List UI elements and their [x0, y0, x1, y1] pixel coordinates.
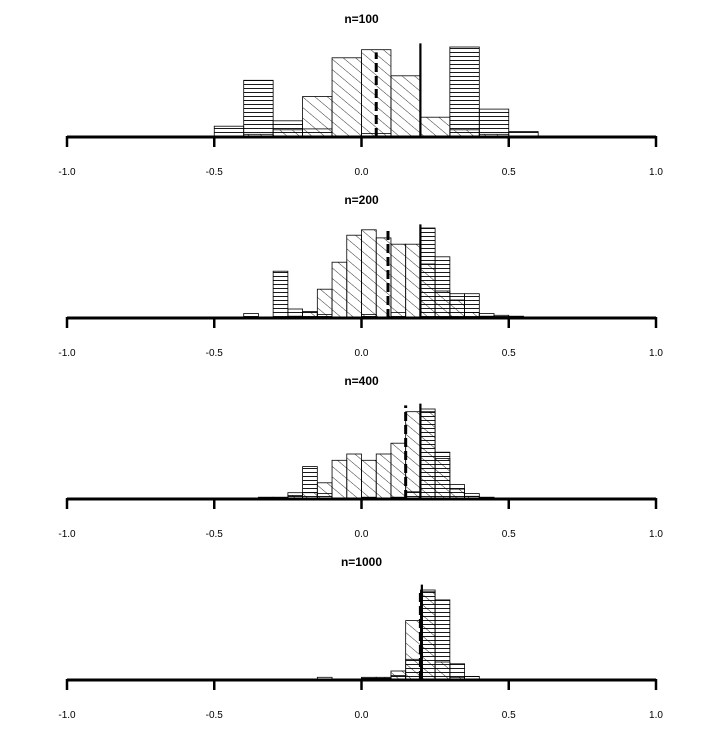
horizontal-hatched-bar — [478, 108, 510, 138]
x-tick-label: 0.0 — [355, 348, 369, 359]
diagonal-hatched-bar — [316, 288, 333, 319]
horizontal-hatched-bar — [419, 408, 436, 500]
x-tick-label: -1.0 — [58, 710, 76, 721]
horizontal-hatched-bar — [243, 79, 274, 138]
diagonal-hatched-bar — [331, 459, 348, 500]
panel-title: n=400 — [344, 374, 379, 388]
diagonal-hatched-bar — [361, 459, 377, 500]
x-tick-label: 0.5 — [502, 529, 516, 540]
diagonal-hatched-bar — [361, 229, 377, 319]
diagonal-hatched-bar — [331, 261, 348, 319]
horizontal-hatched-bar — [434, 451, 451, 500]
x-tick-label: 1.0 — [649, 348, 663, 359]
diagonal-hatched-bar — [346, 234, 362, 319]
diagonal-hatched-bar — [390, 75, 421, 138]
x-tick-label: 1.0 — [649, 529, 663, 540]
histogram-panel-1: n=100 -1.0 -0.5 0.0 0.5 1.0 — [58, 12, 663, 178]
x-tick-label: -0.5 — [206, 167, 224, 178]
diagonal-hatched-bar — [331, 57, 362, 138]
histogram-panel-2: n=200 -1.0 -0.5 0.0 0.5 1.0 — [58, 193, 663, 359]
horizontal-hatched-bar — [419, 227, 436, 319]
horizontal-hatched-bar — [434, 256, 451, 319]
x-tick-label: 0.0 — [355, 529, 369, 540]
panel-title: n=200 — [344, 193, 379, 207]
horizontal-hatched-bar — [213, 125, 245, 138]
diagonal-hatched-bar — [346, 453, 362, 500]
diagonal-hatched-bar — [405, 411, 421, 500]
horizontal-hatched-bar — [464, 293, 480, 319]
diagonal-hatched-bar — [405, 243, 421, 319]
x-tick-label: -0.5 — [206, 710, 224, 721]
diagonal-hatched-bar — [390, 442, 407, 500]
x-tick-label: 0.5 — [502, 710, 516, 721]
horizontal-hatched-bar — [272, 270, 289, 319]
x-tick-label: -0.5 — [206, 529, 224, 540]
x-tick-label: 0.0 — [355, 167, 369, 178]
x-tick-label: 0.0 — [355, 710, 369, 721]
horizontal-hatched-bar — [449, 663, 465, 681]
horizontal-hatched-bar — [405, 658, 421, 681]
x-tick-label: 0.5 — [502, 348, 516, 359]
histogram-panel-3: n=400 -1.0 -0.5 0.0 0.5 1.0 — [58, 374, 663, 540]
horizontal-hatched-bar — [449, 46, 480, 138]
horizontal-hatched-bar — [449, 293, 465, 319]
x-tick-label: -1.0 — [58, 529, 76, 540]
diagonal-hatched-bar — [419, 116, 451, 138]
x-tick-label: -1.0 — [58, 348, 76, 359]
horizontal-hatched-bar — [302, 466, 318, 500]
panel-title: n=1000 — [341, 555, 382, 569]
histogram-panel-4: n=1000 -1.0 -0.5 0.0 0.5 1.0 — [58, 555, 663, 721]
horizontal-hatched-bar — [272, 120, 303, 138]
x-tick-label: 1.0 — [649, 167, 663, 178]
horizontal-hatched-bar — [434, 599, 451, 681]
diagonal-hatched-bar — [375, 453, 392, 500]
x-tick-label: -0.5 — [206, 348, 224, 359]
diagonal-hatched-bar — [390, 243, 407, 319]
x-tick-label: -1.0 — [58, 167, 76, 178]
x-tick-label: 1.0 — [649, 710, 663, 721]
panel-title: n=100 — [344, 12, 379, 26]
horizontal-hatched-bar — [449, 484, 465, 500]
x-tick-label: 0.5 — [502, 167, 516, 178]
